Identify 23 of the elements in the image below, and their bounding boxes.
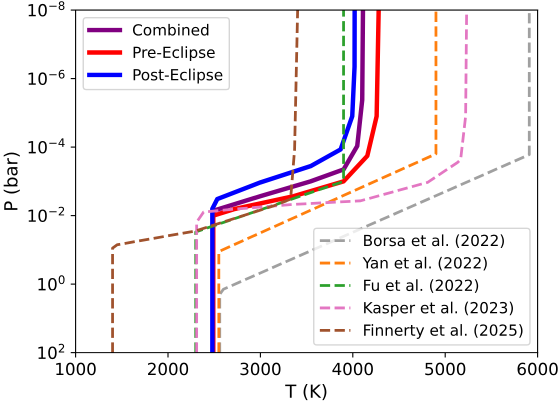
x-tick-label: 5000 (425, 362, 466, 376)
y-tick-label: 10$^{0}$ (38, 275, 65, 291)
legend-label: Borsa et al. (2022) (364, 234, 504, 248)
x-tick-label: 3000 (240, 362, 280, 376)
x-tick-label: 6000 (518, 362, 558, 376)
y-tick-label: 10$^{−8}$ (28, 1, 64, 17)
y-tick-label: 10$^{−2}$ (28, 206, 64, 222)
x-tick-label: 4000 (332, 362, 373, 376)
legend-label: Pre-Eclipse (134, 46, 215, 62)
legend-label: Fu et al. (2022) (364, 279, 478, 293)
legend-label: Kasper et al. (2023) (364, 302, 513, 316)
x-axis-title: T (K) (285, 384, 326, 400)
legend-label: Finnerty et al. (2025) (364, 324, 523, 339)
legend-label: Yan et al. (2022) (362, 256, 487, 270)
legend-label: Post-Eclipse (134, 68, 222, 84)
legend-label: Combined (132, 24, 208, 36)
y-axis-title: P (bar) (4, 152, 20, 210)
line-series (111, 10, 300, 353)
y-tick-label: 10$^{−6}$ (28, 70, 65, 86)
x-tick-label: 2000 (148, 362, 188, 376)
x-tick-label: 1000 (56, 362, 96, 376)
y-tick-label: 10$^{−4}$ (28, 138, 65, 154)
y-tick-label: 10$^{2}$ (38, 344, 64, 360)
